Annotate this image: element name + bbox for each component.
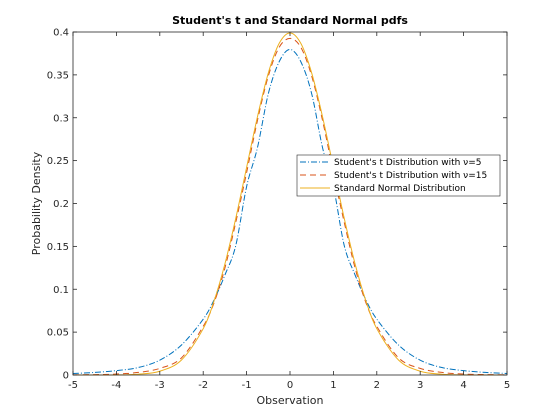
x-tick-label: -5	[68, 380, 78, 391]
x-tick-label: 2	[374, 380, 380, 391]
y-tick-label: 0.1	[53, 285, 69, 296]
x-tick-label: 0	[287, 380, 293, 391]
tick-layer: -5 -4 -3 -2 -1 0 1 2 3 4 5 0 0.05 0.1 0.15 0.2 0.25 0.3 0.…	[47, 28, 510, 392]
y-tick-label: 0.4	[53, 28, 69, 39]
x-tick-label: -3	[155, 380, 165, 391]
y-tick-label: 0.15	[47, 242, 69, 253]
legend-box	[296, 154, 501, 197]
legend-label-t15: Student's t Distribution with ν=15	[334, 171, 487, 181]
y-tick-label: 0.2	[53, 199, 69, 210]
axes-box	[72, 31, 508, 376]
y-axis-label: Probability Density	[30, 151, 43, 255]
plot-area	[73, 32, 507, 375]
series-line-t5	[72, 48, 508, 374]
x-tick-label: 3	[417, 380, 423, 391]
x-tick-label: -4	[111, 380, 121, 391]
legend: Student's t Distribution with ν=5 Studen…	[296, 154, 501, 197]
legend-label-normal: Standard Normal Distribution	[334, 184, 466, 194]
chart-title: Student's t and Standard Normal pdfs	[172, 14, 408, 27]
x-tick-label: 1	[330, 380, 336, 391]
y-tick-label: 0.35	[47, 70, 69, 81]
x-tick-label: 5	[504, 380, 510, 391]
x-tick-label: 4	[460, 380, 466, 391]
legend-label-t5: Student's t Distribution with ν=5	[334, 158, 481, 168]
x-axis-label: Observation	[257, 394, 324, 407]
x-tick-label: -1	[242, 380, 252, 391]
y-tick-label: 0	[63, 371, 69, 382]
x-tick-label: -2	[198, 380, 208, 391]
y-tick-label: 0.25	[47, 156, 69, 167]
y-tick-label: 0.05	[47, 328, 69, 339]
y-tick-label: 0.3	[53, 113, 69, 124]
series-line-t15	[72, 37, 508, 376]
